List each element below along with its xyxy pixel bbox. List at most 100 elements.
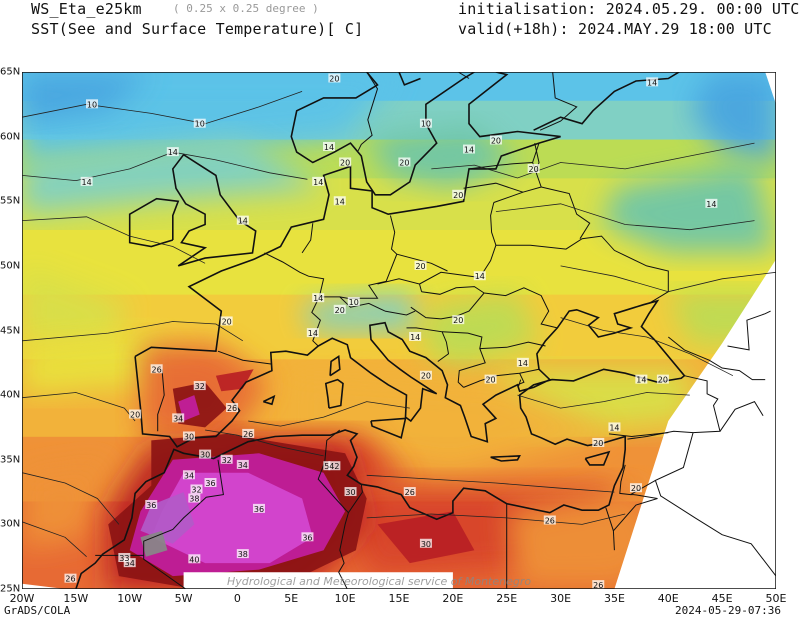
- border-line: [442, 331, 486, 388]
- contour-label-bg: [419, 538, 432, 548]
- contour-label-bg: [150, 364, 163, 374]
- x-tick-label: 45E: [711, 592, 733, 605]
- contour-label: 34: [184, 471, 194, 480]
- coastline: [398, 72, 421, 86]
- temp-zone: [302, 291, 421, 331]
- contour-label: 20: [491, 137, 501, 146]
- contour-label: 10: [87, 100, 97, 109]
- border-line: [727, 310, 771, 351]
- border-line: [143, 459, 224, 589]
- contour-label-bg: [166, 147, 179, 157]
- country-borders: [95, 72, 776, 589]
- contour-label-bg: [484, 374, 497, 384]
- border-line: [495, 235, 669, 304]
- border-line: [463, 182, 524, 193]
- contour-label: 14: [324, 143, 334, 152]
- contour-label-bg: [123, 558, 136, 568]
- model-name: WS_Eta_e25km: [31, 0, 142, 18]
- contour-label-bg: [306, 328, 319, 338]
- isotherm: [248, 401, 410, 427]
- y-tick-label: 25N: [0, 583, 21, 595]
- x-tick-label: 50E: [765, 592, 787, 605]
- border-line: [311, 296, 321, 347]
- contour-label-bg: [414, 260, 427, 270]
- contour-label-bg: [199, 449, 212, 459]
- contour-label-bg: [333, 304, 346, 314]
- contour-label: 32: [222, 456, 232, 465]
- border-line: [457, 72, 470, 79]
- isotherm: [205, 429, 324, 457]
- isotherm: [22, 321, 244, 342]
- contour-label-bg: [64, 573, 77, 583]
- contour-label-bg: [193, 381, 206, 391]
- watermark: Hydrological and Meteorological service …: [227, 575, 531, 588]
- contour-label: 10: [421, 120, 431, 129]
- contour-label-bg: [188, 493, 201, 503]
- contour-label: 30: [421, 540, 431, 549]
- contour-label-bg: [473, 271, 486, 281]
- contour-label-bg: [236, 215, 249, 225]
- border-line: [479, 202, 497, 278]
- temp-zone: [22, 265, 130, 344]
- contour-label: 36: [146, 501, 156, 510]
- contour-label: 26: [243, 430, 253, 439]
- contour-label: 20: [340, 158, 350, 167]
- contour-label-bg: [312, 176, 325, 186]
- contour-label-bg: [403, 487, 416, 497]
- contour-label: 14: [82, 178, 92, 187]
- contour-label-bg: [608, 422, 621, 432]
- y-tick-label: 65N: [0, 66, 21, 78]
- contour-label: 14: [636, 376, 646, 385]
- isotherm: [560, 317, 734, 377]
- coastline: [75, 299, 686, 589]
- border-line: [347, 484, 363, 513]
- temp-zone: [366, 123, 518, 189]
- contour-label: 20: [335, 306, 345, 315]
- contour-label-bg: [489, 135, 502, 145]
- border-line: [410, 292, 485, 320]
- contour-label: 30: [345, 488, 355, 497]
- contour-label-bg: [398, 157, 411, 167]
- contour-label-bg: [592, 580, 605, 589]
- contour-label: 20: [222, 317, 232, 326]
- hot-zone: [140, 530, 168, 557]
- contour-label: 36: [205, 479, 215, 488]
- contour-label-bg: [236, 459, 249, 469]
- contour-label: 14: [313, 178, 323, 187]
- contour-label-bg: [344, 487, 357, 497]
- valid-time: valid(+18h): 2024.MAY.29 18:00 UTC: [458, 20, 772, 38]
- contour-label: 14: [335, 197, 345, 206]
- contour-label: 20: [658, 376, 668, 385]
- border-line: [654, 432, 776, 577]
- contour-label-bg: [656, 374, 669, 384]
- contour-label-bg: [86, 99, 99, 109]
- contour-label: 14: [313, 294, 323, 303]
- contour-label: 14: [168, 148, 178, 157]
- coastline: [370, 417, 407, 439]
- contour-label-bg: [646, 77, 659, 87]
- temp-zone: [22, 459, 109, 551]
- contour-label-bg: [220, 454, 233, 464]
- contour-label-bg: [516, 357, 529, 367]
- y-tick-label: 60N: [0, 131, 21, 143]
- contour-label: 14: [518, 359, 528, 368]
- coastline: [329, 354, 341, 377]
- contour-label: 30: [200, 451, 210, 460]
- sst-map: 10 10 20 14 14 14 20 14 14 14 20 10 14 20 20 20 14 14 20 14…: [22, 72, 776, 589]
- contour-label-bg: [80, 176, 93, 186]
- contour-label: 20: [421, 372, 431, 381]
- coastline: [290, 72, 475, 196]
- coastline: [134, 72, 561, 358]
- contour-label-bg: [129, 409, 142, 419]
- coastline: [324, 378, 344, 409]
- x-tick-label: 35E: [603, 592, 625, 605]
- coastlines: [75, 72, 686, 589]
- border-line: [357, 72, 379, 152]
- contour-label-bg: [527, 163, 540, 173]
- contour-labels: 10 10 20 14 14 14 20 14 14 14 20 10 14 20 20 20 14 14 20 14…: [64, 73, 718, 589]
- contour-label: 26: [545, 516, 555, 525]
- border-line: [319, 296, 386, 312]
- contour-label: 20: [399, 158, 409, 167]
- contour-label-bg: [543, 515, 556, 525]
- border-line: [468, 162, 533, 170]
